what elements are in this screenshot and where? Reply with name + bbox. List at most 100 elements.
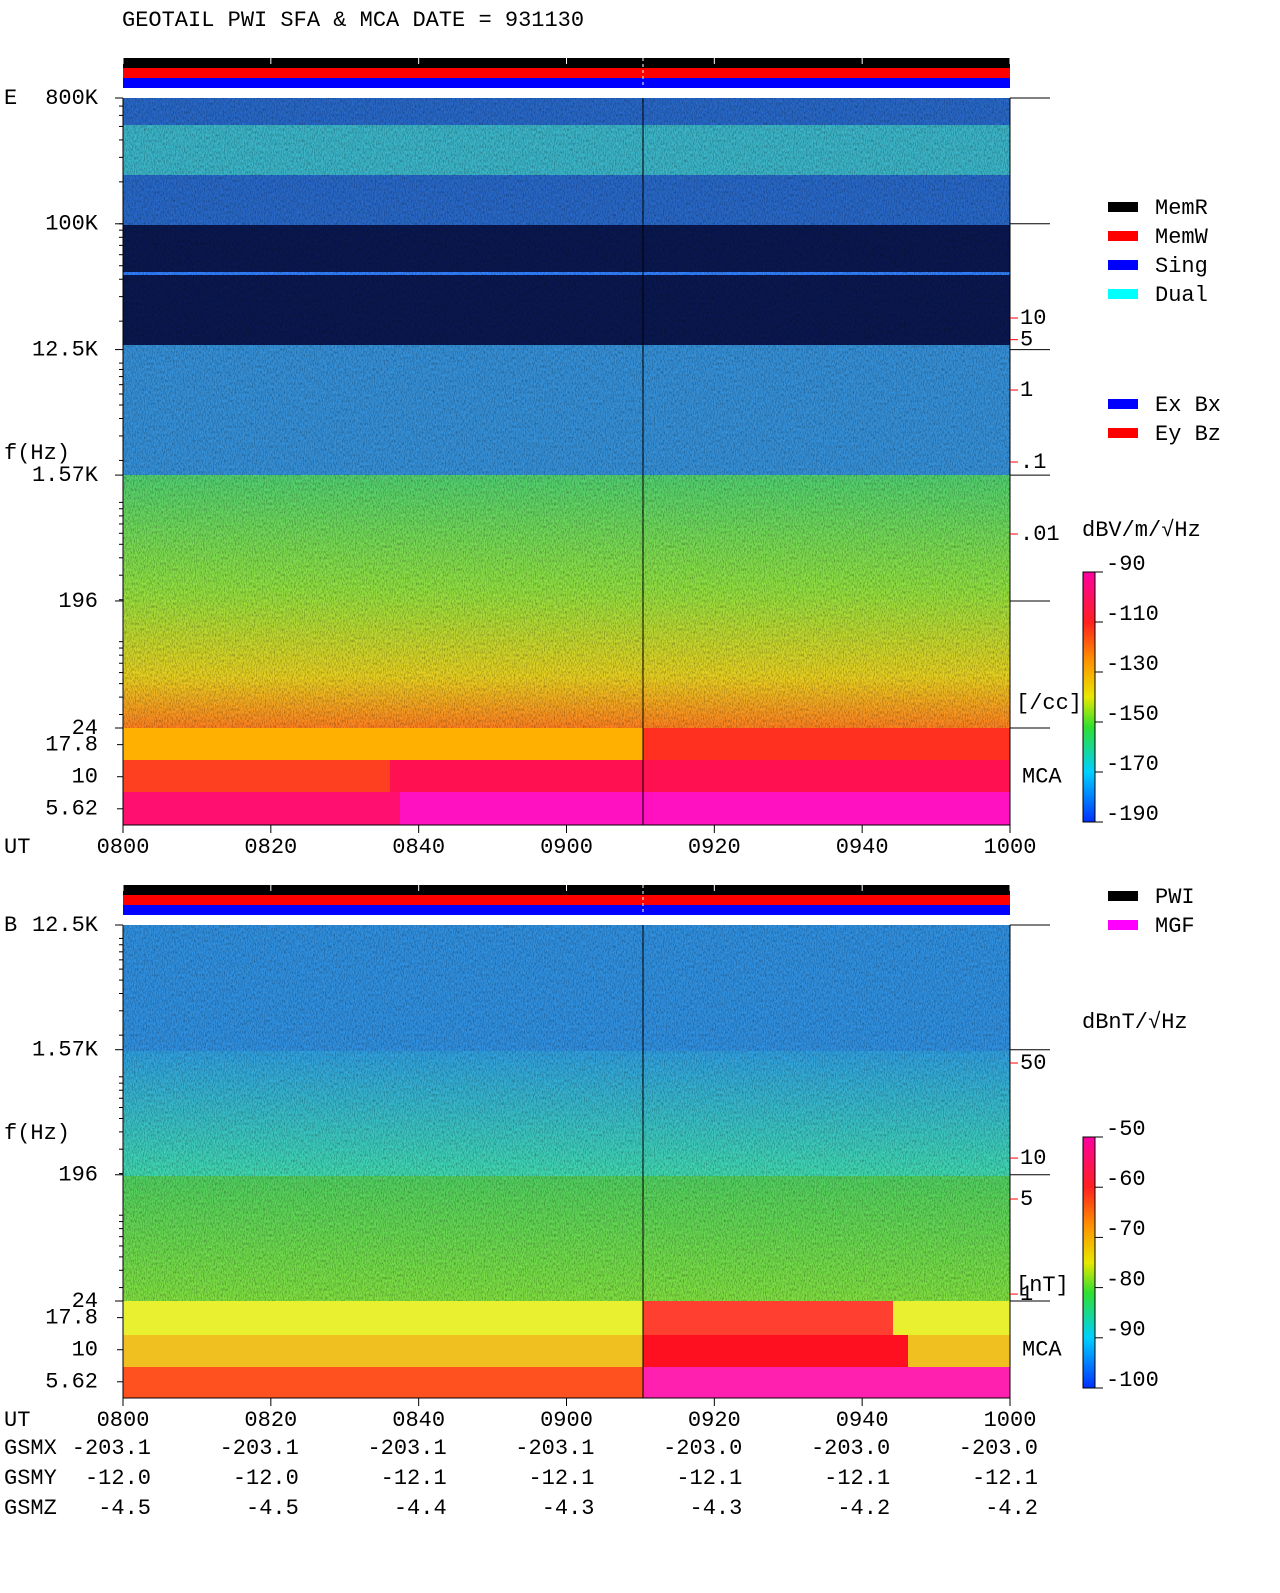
x-tick-label: 0820	[244, 835, 297, 860]
legend-swatch	[1108, 428, 1138, 438]
orbit-value: -4.4	[394, 1496, 447, 1521]
legend-label: Sing	[1155, 254, 1208, 279]
colorbar-tick-label: -50	[1106, 1117, 1146, 1142]
right-tick-label: 10	[1020, 306, 1046, 331]
legend-label: Ex Bx	[1155, 393, 1221, 418]
colorbar-tick-label: -100	[1106, 1368, 1159, 1393]
y-tick-label: 24	[72, 716, 98, 741]
colorbar-tick-label: -130	[1106, 652, 1159, 677]
orbit-value: -4.5	[98, 1496, 151, 1521]
x-tick-label: 0800	[97, 835, 150, 860]
colorbar-tick-label: -90	[1106, 552, 1146, 577]
right-tick-label: 1	[1020, 1282, 1033, 1307]
orbit-value: -12.0	[233, 1466, 299, 1491]
legend-swatch	[1108, 231, 1138, 241]
orbit-value: -12.1	[381, 1466, 447, 1491]
colorbar-tick-label: -70	[1106, 1217, 1146, 1242]
legend-label: Ey Bz	[1155, 422, 1221, 447]
colorbar-tick-label: -190	[1106, 802, 1159, 827]
x-tick-label: 0840	[392, 835, 445, 860]
orbit-value: -203.1	[367, 1436, 446, 1461]
mca-label: MCA	[1022, 765, 1062, 790]
y-tick-label: 100K	[45, 212, 99, 237]
y-tick-label: 1.57K	[32, 463, 99, 488]
orbit-value: -203.1	[220, 1436, 299, 1461]
colorbar-unit: dBnT/√Hz	[1082, 1010, 1188, 1035]
right-tick-label: 10	[1020, 1146, 1046, 1171]
orbit-value: -203.1	[515, 1436, 594, 1461]
legend-swatch	[1108, 399, 1138, 409]
x-tick-label: 0900	[540, 1408, 593, 1433]
legend-swatch	[1108, 920, 1138, 930]
legend-label: PWI	[1155, 885, 1195, 910]
colorbar-tick-label: -110	[1106, 602, 1159, 627]
right-tick-label: 5	[1020, 1187, 1033, 1212]
orbit-value: -203.0	[663, 1436, 742, 1461]
spectrogram-e	[123, 98, 1010, 825]
orbit-value: -12.1	[528, 1466, 594, 1491]
chart-title: GEOTAIL PWI SFA & MCA DATE = 931130	[122, 8, 584, 33]
orbit-value: -203.0	[811, 1436, 890, 1461]
y-tick-label: 1.57K	[32, 1038, 99, 1063]
mca-tick-label: 5.62	[45, 1370, 98, 1395]
x-tick-label: 0900	[540, 835, 593, 860]
orbit-value: -203.0	[959, 1436, 1038, 1461]
y-axis-label: f(Hz)	[4, 441, 70, 466]
orbit-value: -4.3	[690, 1496, 743, 1521]
mca-label: MCA	[1022, 1338, 1062, 1363]
mca-tick-label: 10	[72, 1338, 98, 1363]
x-tick-label: 0940	[836, 1408, 889, 1433]
y-axis-label: f(Hz)	[4, 1121, 70, 1146]
x-tick-label: 0920	[688, 1408, 741, 1433]
x-tick-label: 0840	[392, 1408, 445, 1433]
orbit-row-name: GSMZ	[4, 1496, 57, 1521]
colorbar-tick-label: -170	[1106, 752, 1159, 777]
right-tick-label: 50	[1020, 1051, 1046, 1076]
y-tick-label: 12.5K	[32, 337, 99, 362]
orbit-value: -4.3	[542, 1496, 595, 1521]
legend-swatch	[1108, 289, 1138, 299]
legend-label: Dual	[1155, 283, 1208, 308]
mca-tick-label: 10	[72, 765, 98, 790]
orbit-value: -12.1	[972, 1466, 1038, 1491]
x-tick-label: 0940	[836, 835, 889, 860]
x-axis-label: UT	[4, 835, 30, 860]
orbit-value: -12.1	[676, 1466, 742, 1491]
y-tick-label: 196	[58, 589, 98, 614]
orbit-value: -4.5	[246, 1496, 299, 1521]
right-tick-label: 5	[1020, 327, 1033, 352]
mca-tick-label: 17.8	[45, 1305, 98, 1330]
colorbar-unit: dBV/m/√Hz	[1082, 518, 1201, 543]
y-tick-label: 800K	[45, 86, 99, 111]
panel-label: E	[4, 86, 17, 111]
x-tick-label: 1000	[984, 835, 1037, 860]
orbit-value: -12.1	[824, 1466, 890, 1491]
legend-label: MemR	[1155, 196, 1208, 221]
right-tick-label: .01	[1020, 522, 1060, 547]
mca-tick-label: 17.8	[45, 732, 98, 757]
right-tick-label: 1	[1020, 378, 1033, 403]
colorbar-tick-label: -90	[1106, 1318, 1146, 1343]
colorbar-tick-label: -80	[1106, 1267, 1146, 1292]
orbit-row-name: GSMY	[4, 1466, 57, 1491]
legend-label: MemW	[1155, 225, 1209, 250]
orbit-row-name: GSMX	[4, 1436, 57, 1461]
y-tick-label: 196	[58, 1163, 98, 1188]
y-tick-label: 24	[72, 1289, 98, 1314]
right-scale-unit: [/cc]	[1016, 691, 1082, 716]
legend-swatch	[1108, 202, 1138, 212]
legend-swatch	[1108, 891, 1138, 901]
panel-label: B	[4, 913, 17, 938]
right-scale-unit: [nT]	[1016, 1273, 1069, 1298]
orbit-value: -12.0	[85, 1466, 151, 1491]
orbit-value: -4.2	[837, 1496, 890, 1521]
orbit-value: -203.1	[72, 1436, 151, 1461]
right-tick-label: .1	[1020, 450, 1046, 475]
colorbar	[1082, 571, 1096, 823]
x-tick-label: 0800	[97, 1408, 150, 1433]
colorbar-tick-label: -150	[1106, 702, 1159, 727]
x-tick-label: 1000	[984, 1408, 1037, 1433]
y-tick-label: 12.5K	[32, 913, 99, 938]
x-tick-label: 0820	[244, 1408, 297, 1433]
